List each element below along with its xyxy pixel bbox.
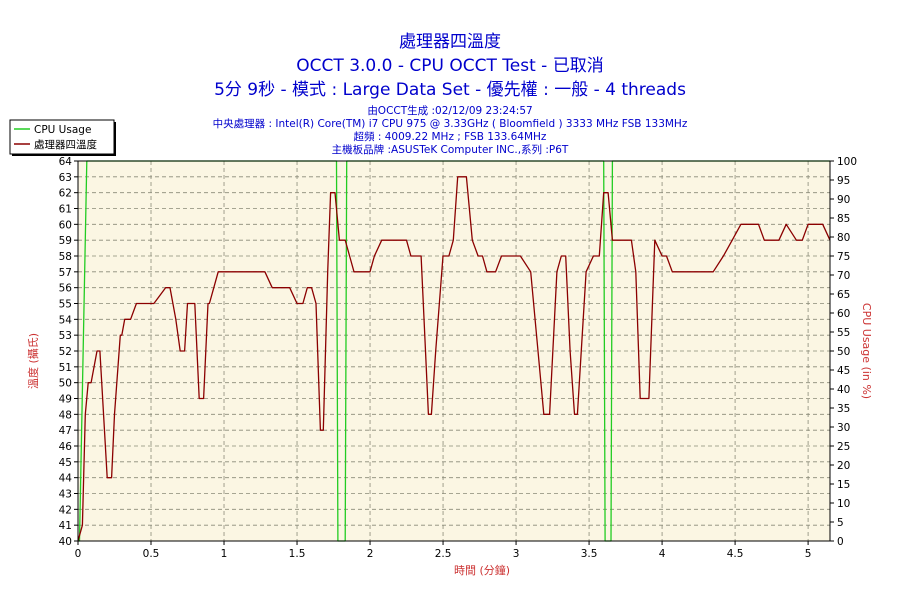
y-left-tick-label: 63: [59, 172, 72, 184]
y-right-tick-label: 75: [837, 251, 850, 263]
x-axis-label: 時間 (分鐘): [454, 563, 510, 577]
y-left-tick-label: 42: [59, 504, 72, 516]
y-right-tick-label: 25: [837, 441, 850, 453]
y-right-tick-label: 35: [837, 403, 850, 415]
y-left-axis-label: 溫度 (攝氏): [26, 333, 40, 389]
y-left-tick-label: 46: [59, 441, 73, 453]
y-left-tick-label: 48: [59, 409, 72, 421]
y-right-tick-label: 80: [837, 232, 850, 244]
y-left-tick-label: 51: [59, 362, 72, 374]
info-line-cpu: 中央處理器 : Intel(R) Core(TM) i7 CPU 975 @ 3…: [212, 118, 688, 130]
y-left-tick-label: 49: [59, 394, 72, 406]
chart-subtitle: OCCT 3.0.0 - CPU OCCT Test - 已取消: [296, 56, 604, 76]
y-right-tick-label: 85: [837, 213, 850, 225]
x-tick-label: 2: [367, 548, 374, 560]
y-right-tick-label: 40: [837, 384, 850, 396]
y-left-tick-label: 57: [59, 267, 72, 279]
y-left-tick-label: 55: [59, 299, 72, 311]
y-right-tick-label: 100: [837, 156, 857, 168]
x-tick-label: 0: [75, 548, 82, 560]
y-right-tick-label: 70: [837, 270, 850, 282]
y-left-tick-label: 44: [59, 473, 73, 485]
y-left-tick-label: 45: [59, 457, 72, 469]
y-left-tick-label: 47: [59, 425, 72, 437]
info-line-generated: 由OCCT生成 :02/12/09 23:24:57: [367, 105, 533, 117]
temperature-line: [77, 176, 831, 542]
y-right-axis-label: CPU Usage (in %): [860, 303, 873, 399]
y-left-tick-label: 52: [59, 346, 72, 358]
x-tick-label: 5: [805, 548, 812, 560]
y-left-tick-label: 43: [59, 489, 72, 501]
y-right-tick-label: 45: [837, 365, 850, 377]
y-left-tick-label: 58: [59, 251, 72, 263]
y-right-tick-label: 15: [837, 479, 850, 491]
y-left-tick-label: 53: [59, 330, 72, 342]
y-left-tick-label: 59: [59, 235, 72, 247]
x-tick-label: 4.5: [727, 548, 744, 560]
y-right-tick-label: 55: [837, 327, 850, 339]
cpu-usage-line: [78, 160, 830, 542]
y-right-tick-label: 50: [837, 346, 850, 358]
y-left-tick-label: 64: [59, 156, 73, 168]
info-line-overclock: 超頻 : 4009.22 MHz ; FSB 133.64MHz: [353, 131, 547, 143]
y-left-tick-label: 60: [59, 219, 72, 231]
legend-label-temperature: 處理器四溫度: [34, 138, 97, 151]
legend-label-cpu-usage: CPU Usage: [34, 124, 91, 136]
x-tick-label: 4: [659, 548, 666, 560]
y-left-tick-label: 62: [59, 188, 72, 200]
y-left-tick-label: 61: [59, 204, 72, 216]
x-tick-label: 2.5: [435, 548, 452, 560]
y-left-tick-label: 54: [59, 314, 73, 326]
chart-title: 處理器四溫度: [399, 32, 501, 52]
info-line-motherboard: 主機板品牌 :ASUSTeK Computer INC.,系列 :P6T: [331, 144, 569, 156]
y-right-tick-label: 10: [837, 498, 850, 510]
x-tick-label: 0.5: [143, 548, 160, 560]
y-left-tick-label: 50: [59, 378, 72, 390]
y-right-tick-label: 65: [837, 289, 850, 301]
y-left-tick-label: 56: [59, 283, 73, 295]
y-left-tick-label: 40: [59, 536, 72, 548]
y-right-tick-label: 90: [837, 194, 850, 206]
x-tick-label: 1.5: [289, 548, 306, 560]
chart-subtitle-2: 5分 9秒 - 模式 : Large Data Set - 優先權 : 一般 -…: [214, 80, 686, 100]
x-tick-label: 3.5: [581, 548, 598, 560]
y-left-tick-label: 41: [59, 520, 72, 532]
y-right-tick-label: 20: [837, 460, 850, 472]
y-right-tick-label: 5: [837, 517, 844, 529]
y-right-tick-label: 95: [837, 175, 850, 187]
legend: [9, 119, 115, 155]
x-tick-label: 3: [513, 548, 520, 560]
y-right-tick-label: 0: [837, 536, 844, 548]
y-right-tick-label: 60: [837, 308, 850, 320]
y-right-tick-label: 30: [837, 422, 850, 434]
x-tick-label: 1: [221, 548, 228, 560]
